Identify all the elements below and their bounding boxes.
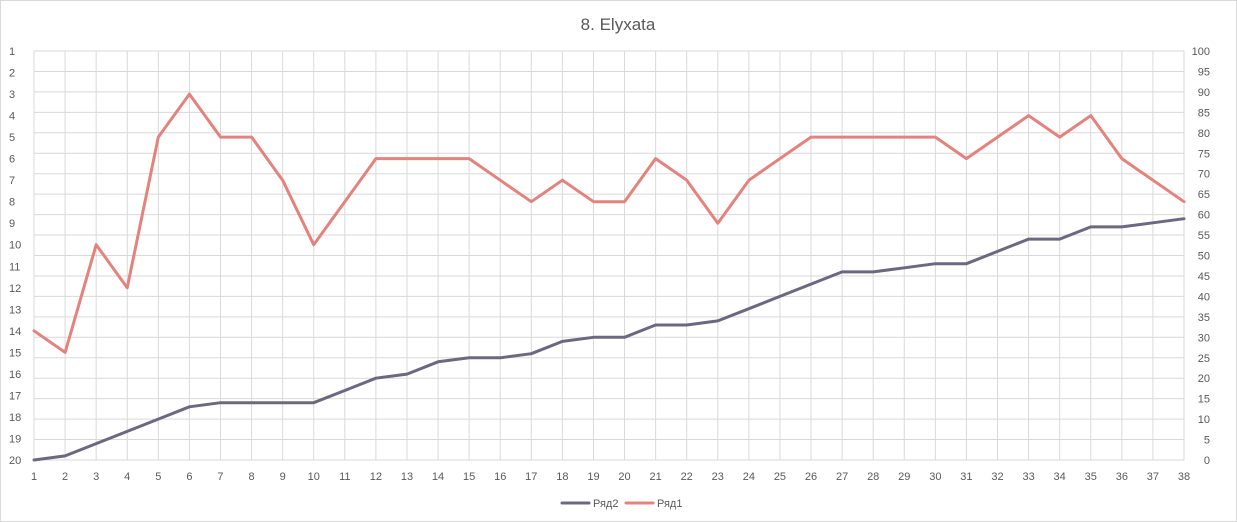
left-tick-label: 20 xyxy=(9,455,21,467)
right-tick-label: 100 xyxy=(1192,46,1210,58)
x-tick-label: 13 xyxy=(401,471,413,483)
right-tick-label: 25 xyxy=(1198,353,1210,365)
x-tick-label: 33 xyxy=(1022,471,1034,483)
x-tick-label: 19 xyxy=(587,471,599,483)
x-tick-label: 35 xyxy=(1085,471,1097,483)
legend: Ряд2 Ряд1 xyxy=(560,498,682,510)
x-tick-label: 21 xyxy=(649,471,661,483)
left-tick-label: 18 xyxy=(9,412,21,424)
right-tick-label: 80 xyxy=(1198,128,1210,140)
right-tick-label: 40 xyxy=(1198,291,1210,303)
x-tick-label: 32 xyxy=(991,471,1003,483)
right-tick-label: 50 xyxy=(1198,251,1210,263)
left-tick-label: 6 xyxy=(9,154,15,166)
right-tick-label: 35 xyxy=(1198,312,1210,324)
x-tick-label: 16 xyxy=(494,471,506,483)
x-tick-label: 26 xyxy=(805,471,817,483)
x-tick-label: 10 xyxy=(308,471,320,483)
left-tick-label: 15 xyxy=(9,347,21,359)
x-tick-label: 14 xyxy=(432,471,444,483)
x-tick-label: 34 xyxy=(1054,471,1066,483)
x-tick-label: 31 xyxy=(960,471,972,483)
x-tick-label: 37 xyxy=(1147,471,1159,483)
left-tick-label: 13 xyxy=(9,304,21,316)
x-tick-label: 38 xyxy=(1178,471,1190,483)
x-tick-label: 7 xyxy=(217,471,223,483)
right-tick-label: 90 xyxy=(1198,87,1210,99)
legend-label: Ряд1 xyxy=(657,498,682,510)
x-tick-label: 36 xyxy=(1116,471,1128,483)
x-tick-label: 24 xyxy=(743,471,755,483)
x-tick-label: 27 xyxy=(836,471,848,483)
right-tick-label: 5 xyxy=(1204,435,1210,447)
right-tick-label: 95 xyxy=(1198,66,1210,78)
left-tick-label: 5 xyxy=(9,132,15,144)
left-tick-label: 19 xyxy=(9,433,21,445)
x-tick-label: 28 xyxy=(867,471,879,483)
right-tick-label: 75 xyxy=(1198,148,1210,160)
x-tick-label: 30 xyxy=(929,471,941,483)
x-tick-label: 17 xyxy=(525,471,537,483)
series-line-Ряд1 xyxy=(32,92,1186,354)
right-tick-label: 60 xyxy=(1198,210,1210,222)
left-tick-label: 14 xyxy=(9,326,21,338)
right-tick-label: 65 xyxy=(1198,189,1210,201)
x-tick-label: 6 xyxy=(186,471,192,483)
left-tick-label: 9 xyxy=(9,218,15,230)
x-tick-label: 22 xyxy=(681,471,693,483)
x-tick-label: 9 xyxy=(280,471,286,483)
x-tick-label: 11 xyxy=(339,471,350,483)
x-axis-ticks: 1 2 3 4 5 6 7 8 9 10 11 12 13 14 15 16 17 18 19 20 21 22 23 24 2… xyxy=(31,471,1190,483)
right-tick-label: 45 xyxy=(1198,271,1210,283)
x-tick-label: 4 xyxy=(124,471,130,483)
x-tick-label: 20 xyxy=(618,471,630,483)
right-tick-label: 15 xyxy=(1198,394,1210,406)
left-tick-label: 16 xyxy=(9,369,21,381)
grid xyxy=(33,50,1185,461)
legend-label: Ряд2 xyxy=(593,498,618,510)
left-tick-label: 2 xyxy=(9,68,15,80)
x-tick-label: 15 xyxy=(463,471,475,483)
chart-title: 8. Elyxata xyxy=(581,15,656,34)
x-tick-label: 3 xyxy=(93,471,99,483)
x-tick-label: 5 xyxy=(155,471,161,483)
series-line-Ряд2 xyxy=(32,217,1186,462)
x-tick-label: 25 xyxy=(774,471,786,483)
x-tick-label: 1 xyxy=(31,471,37,483)
right-tick-label: 10 xyxy=(1198,414,1210,426)
right-tick-label: 70 xyxy=(1198,169,1210,181)
x-tick-label: 12 xyxy=(370,471,382,483)
right-tick-label: 30 xyxy=(1198,332,1210,344)
series-layer xyxy=(32,92,1186,462)
left-tick-label: 11 xyxy=(9,261,20,273)
x-tick-label: 2 xyxy=(62,471,68,483)
right-tick-label: 0 xyxy=(1204,455,1210,467)
left-tick-label: 1 xyxy=(9,46,15,58)
left-tick-label: 4 xyxy=(9,111,15,123)
right-tick-label: 85 xyxy=(1198,107,1210,119)
left-tick-label: 12 xyxy=(9,283,21,295)
x-tick-label: 8 xyxy=(249,471,255,483)
left-tick-label: 8 xyxy=(9,197,15,209)
x-tick-label: 29 xyxy=(898,471,910,483)
x-tick-label: 18 xyxy=(556,471,568,483)
left-tick-label: 7 xyxy=(9,175,15,187)
left-tick-label: 3 xyxy=(9,89,15,101)
left-tick-label: 10 xyxy=(9,240,21,252)
right-tick-label: 55 xyxy=(1198,230,1210,242)
right-axis-ticks: 0 5 10 15 20 25 30 35 40 45 50 55 60 65 70 75 80 85 90 95 10… xyxy=(1192,46,1210,467)
left-tick-label: 17 xyxy=(9,390,21,402)
x-tick-label: 23 xyxy=(712,471,724,483)
right-tick-label: 20 xyxy=(1198,373,1210,385)
